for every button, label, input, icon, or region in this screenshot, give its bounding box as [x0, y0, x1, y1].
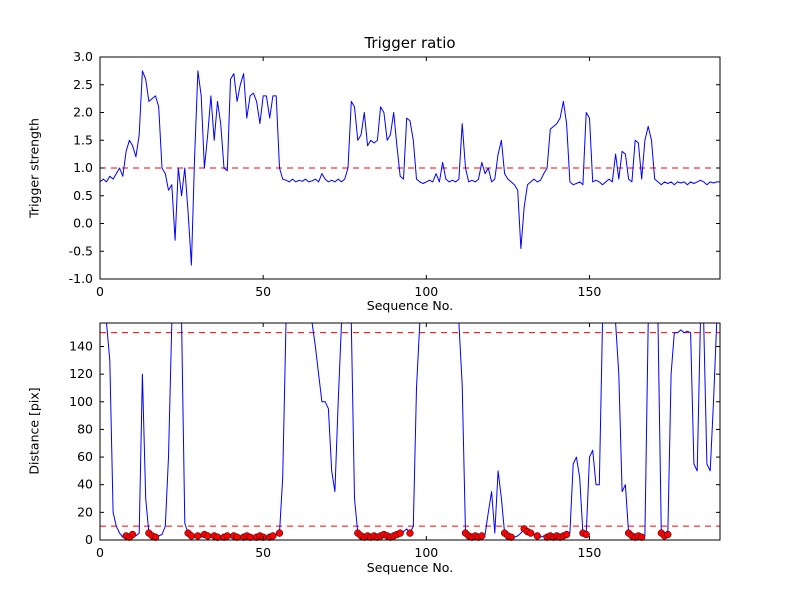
y-tick-label: 3.0: [73, 49, 93, 64]
close-distance-points-marker: [396, 529, 404, 537]
x-ticks: 0 50 100 150: [96, 323, 601, 560]
close-distance-points-marker: [638, 533, 646, 541]
close-distance-points-marker: [204, 532, 212, 540]
x-tick-label: 0: [96, 284, 104, 299]
bottom-x-axis-label: Sequence No.: [366, 560, 454, 575]
x-tick-label: 150: [578, 545, 602, 560]
x-tick-label: 150: [578, 284, 602, 299]
y-tick-label: 2.5: [73, 77, 93, 92]
x-tick-label: 50: [255, 284, 271, 299]
y-tick-label: 40: [77, 477, 93, 492]
close-distance-points-marker: [128, 530, 137, 539]
y-ticks: 0 20 40 60 80 100 120 140: [69, 338, 720, 547]
close-distance-points-marker: [187, 532, 196, 540]
close-distance-points-marker: [194, 532, 202, 540]
y-tick-label: 0.0: [73, 216, 93, 231]
chart-title: Trigger ratio: [364, 34, 456, 52]
y-tick-label: 1.5: [73, 132, 93, 147]
close-distance-points-marker: [562, 530, 571, 539]
y-tick-label: 120: [69, 366, 93, 381]
trigger-ratio-plot: 0 50 100 150 -1.0 -0.5 0.0 0.5 1.0 1.5 2.0 2.5 3.0: [69, 49, 721, 299]
top-x-axis-label: Sequence No.: [366, 298, 454, 313]
y-tick-label: 60: [77, 449, 93, 464]
y-tick-label: 0.5: [73, 188, 93, 203]
close-distance-points-marker: [478, 532, 486, 540]
close-distance-points-marker: [664, 530, 672, 539]
close-distance-points-marker: [507, 533, 515, 541]
x-tick-label: 50: [255, 545, 271, 560]
axes-frame: [99, 322, 721, 541]
close-distance-points-marker: [151, 533, 160, 541]
distance-plot: 0 50 100 150 0 20 40 60 80 100 120 140: [69, 322, 721, 560]
distance-line: [100, 323, 720, 538]
y-ticks: -1.0 -0.5 0.0 0.5 1.0 1.5 2.0 2.5 3.0: [69, 49, 720, 286]
x-tick-label: 100: [414, 284, 438, 299]
x-tick-label: 100: [414, 545, 438, 560]
y-tick-label: 1.0: [73, 160, 93, 175]
bottom-y-axis-label: Distance [pix]: [26, 387, 42, 475]
x-ticks: 0 50 100 150: [96, 57, 601, 299]
top-y-axis-label: Trigger strength: [26, 118, 42, 218]
close-distance-points-marker: [269, 532, 277, 540]
y-tick-label: 140: [69, 338, 93, 353]
y-tick-label: 20: [77, 504, 93, 519]
close-distance-points-marker: [527, 529, 535, 537]
y-tick-label: 2.0: [73, 105, 93, 120]
y-tick-label: 100: [69, 394, 93, 409]
y-tick-label: 80: [77, 421, 93, 436]
close-distance-points-marker: [533, 532, 541, 540]
close-distance-points-marker: [223, 532, 231, 540]
trigger-strength-line: [100, 70, 720, 266]
x-tick-label: 0: [96, 545, 104, 560]
close-distance-points-marker: [406, 529, 414, 537]
close-distance-points-marker: [582, 530, 590, 539]
y-tick-label: -1.0: [69, 271, 93, 286]
y-tick-label: -0.5: [69, 243, 93, 258]
y-tick-label: 0: [85, 532, 93, 547]
close-distance-points-marker: [275, 529, 284, 537]
